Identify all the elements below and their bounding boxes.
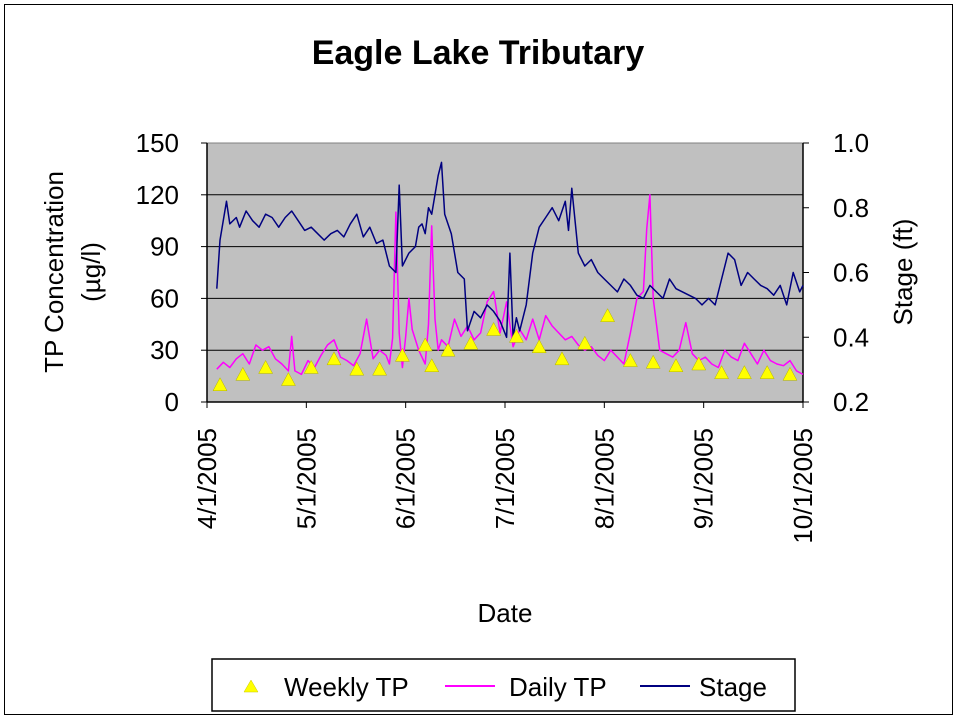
chart-title: Eagle Lake Tributary — [312, 34, 645, 72]
legend: Weekly TP Daily TP Stage — [211, 658, 796, 712]
gridlines — [207, 194, 803, 351]
weekly-tp-point — [486, 321, 502, 336]
weekly-tp-point — [714, 365, 729, 379]
weekly-tp-point — [554, 351, 570, 366]
weekly-tp-point — [303, 359, 319, 374]
weekly-tp-point — [424, 358, 440, 372]
axes — [201, 142, 809, 408]
x-tick-label: 7/1/2005 — [490, 428, 520, 529]
y-axis-tick-labels: 0 30 60 90 120 150 — [136, 128, 179, 417]
weekly-tp-point — [372, 361, 388, 376]
weekly-tp-point — [212, 377, 228, 391]
x-tick-label: 4/1/2005 — [192, 428, 222, 529]
weekly-tp-point — [645, 354, 661, 369]
legend-daily-tp-label: Daily TP — [509, 672, 607, 702]
y-tick-label: 60 — [150, 283, 179, 313]
y-axis-label-units: (µg/l) — [76, 242, 106, 302]
y-tick-label: 0 — [165, 387, 179, 417]
y2-axis-tick-labels: 0.2 0.4 0.6 0.8 1.0 — [833, 128, 869, 417]
weekly-tp-point — [691, 356, 707, 371]
x-tick-label: 9/1/2005 — [689, 428, 719, 529]
weekly-tp-point — [394, 347, 410, 362]
weekly-tp-point — [417, 337, 433, 352]
y2-axis-label: Stage (ft) — [888, 219, 918, 326]
legend-weekly-tp-marker — [243, 679, 259, 693]
weekly-tp-point — [736, 365, 752, 379]
y-tick-label: 120 — [136, 180, 179, 210]
weekly-tp-point — [782, 366, 798, 381]
weekly-tp-point — [668, 358, 684, 372]
legend-weekly-tp-label: Weekly TP — [284, 672, 409, 702]
weekly-tp-point — [600, 308, 616, 322]
weekly-tp-point — [463, 335, 479, 350]
y-tick-label: 90 — [150, 232, 179, 262]
weekly-tp-point — [440, 342, 456, 357]
y-tick-label: 30 — [150, 335, 179, 365]
x-tick-label: 8/1/2005 — [589, 428, 619, 529]
weekly-tp-point — [349, 361, 365, 376]
y2-tick-label: 0.8 — [833, 193, 869, 223]
weekly-tp-point — [235, 366, 251, 381]
x-axis-label: Date — [478, 598, 533, 628]
weekly-tp-point — [258, 359, 274, 374]
legend-box — [211, 658, 796, 712]
y2-tick-label: 1.0 — [833, 128, 869, 158]
x-tick-label: 6/1/2005 — [391, 428, 421, 529]
x-tick-label: 10/1/2005 — [788, 428, 818, 544]
plot-area — [206, 142, 804, 403]
weekly-tp-point — [577, 335, 593, 350]
weekly-tp-point — [622, 353, 638, 367]
weekly-tp-point — [531, 339, 547, 353]
weekly-tp-point — [326, 351, 342, 366]
y2-tick-label: 0.4 — [833, 322, 869, 352]
weekly-tp-markers — [212, 308, 798, 391]
series-lines — [216, 161, 804, 376]
y2-tick-label: 0.2 — [833, 387, 869, 417]
legend-stage-label: Stage — [699, 672, 767, 702]
x-tick-label: 5/1/2005 — [291, 428, 321, 529]
weekly-tp-point — [281, 372, 296, 386]
weekly-tp-point — [759, 365, 775, 379]
weekly-tp-point — [508, 328, 524, 343]
y-tick-label: 150 — [136, 128, 179, 158]
stage-line — [216, 161, 804, 339]
daily-tp-line — [216, 194, 804, 376]
x-axis-tick-labels: 4/1/2005 5/1/2005 6/1/2005 7/1/2005 8/1/2005… — [192, 428, 818, 544]
y-axis-label: TP Concentration — [39, 171, 69, 373]
y2-tick-label: 0.6 — [833, 258, 869, 288]
